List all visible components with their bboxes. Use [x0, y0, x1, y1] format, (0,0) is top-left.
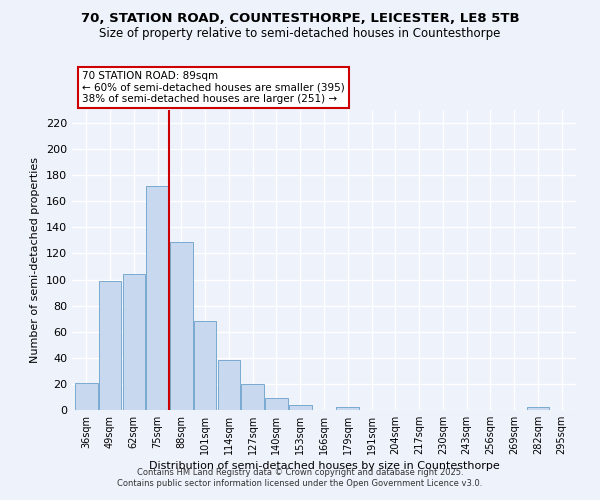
Text: Size of property relative to semi-detached houses in Countesthorpe: Size of property relative to semi-detach… [100, 28, 500, 40]
Bar [170, 242, 193, 410]
Bar [289, 405, 311, 410]
Text: 70 STATION ROAD: 89sqm
← 60% of semi-detached houses are smaller (395)
38% of se: 70 STATION ROAD: 89sqm ← 60% of semi-det… [82, 71, 345, 104]
Text: 70, STATION ROAD, COUNTESTHORPE, LEICESTER, LE8 5TB: 70, STATION ROAD, COUNTESTHORPE, LEICEST… [80, 12, 520, 26]
Bar [527, 408, 549, 410]
Bar [265, 398, 288, 410]
Y-axis label: Number of semi-detached properties: Number of semi-detached properties [31, 157, 40, 363]
Bar [337, 408, 359, 410]
Bar [194, 322, 217, 410]
X-axis label: Distribution of semi-detached houses by size in Countesthorpe: Distribution of semi-detached houses by … [149, 461, 499, 471]
Bar [146, 186, 169, 410]
Text: Contains HM Land Registry data © Crown copyright and database right 2025.
Contai: Contains HM Land Registry data © Crown c… [118, 468, 482, 487]
Bar [122, 274, 145, 410]
Bar [241, 384, 264, 410]
Bar [218, 360, 240, 410]
Bar [75, 382, 98, 410]
Bar [99, 281, 121, 410]
